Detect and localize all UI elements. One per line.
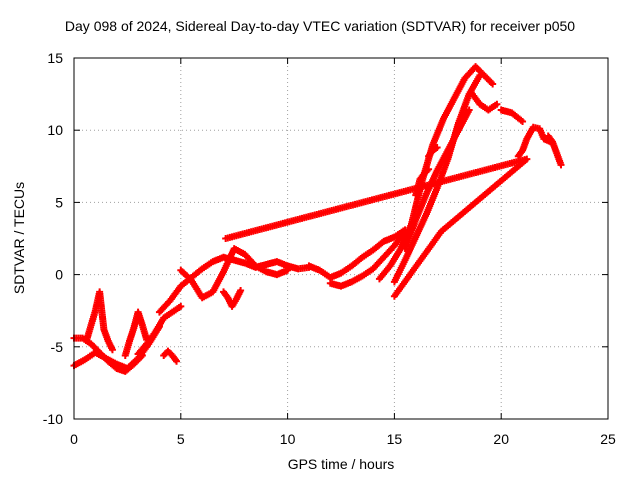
y-tick-label: 0 — [55, 267, 63, 283]
data-point — [425, 165, 433, 173]
data-point — [433, 144, 441, 152]
data-point — [284, 266, 292, 274]
data-point — [222, 235, 230, 242]
axis-ticks: 0 5 10 15 20 25 -10 -5 0 5 10 15 — [43, 50, 616, 447]
data-point — [489, 80, 497, 88]
x-tick-label: 20 — [493, 431, 509, 447]
data-point — [173, 357, 181, 365]
y-tick-label: 5 — [55, 194, 63, 210]
data-point — [237, 286, 245, 294]
data-point — [519, 118, 527, 126]
y-tick-label: -5 — [51, 339, 64, 355]
data-points — [70, 63, 565, 375]
x-tick-label: 0 — [70, 431, 78, 447]
y-tick-label: 15 — [47, 50, 63, 66]
data-point — [465, 106, 473, 114]
x-tick-label: 25 — [600, 431, 616, 447]
data-point — [493, 100, 501, 108]
x-tick-label: 15 — [387, 431, 403, 447]
grid — [74, 58, 608, 419]
y-axis-label: SDTVAR / TECUs — [11, 181, 27, 295]
x-tick-label: 5 — [177, 431, 185, 447]
data-point — [557, 161, 565, 169]
y-tick-label: -10 — [43, 411, 63, 427]
x-tick-label: 10 — [280, 431, 296, 447]
x-axis-label: GPS time / hours — [287, 456, 395, 472]
chart-title: Day 098 of 2024, Sidereal Day-to-day VTE… — [64, 18, 576, 34]
data-point — [108, 346, 116, 354]
plot-frame — [73, 57, 609, 420]
data-point — [177, 302, 185, 310]
y-tick-label: 10 — [47, 122, 63, 138]
data-point — [476, 71, 484, 79]
